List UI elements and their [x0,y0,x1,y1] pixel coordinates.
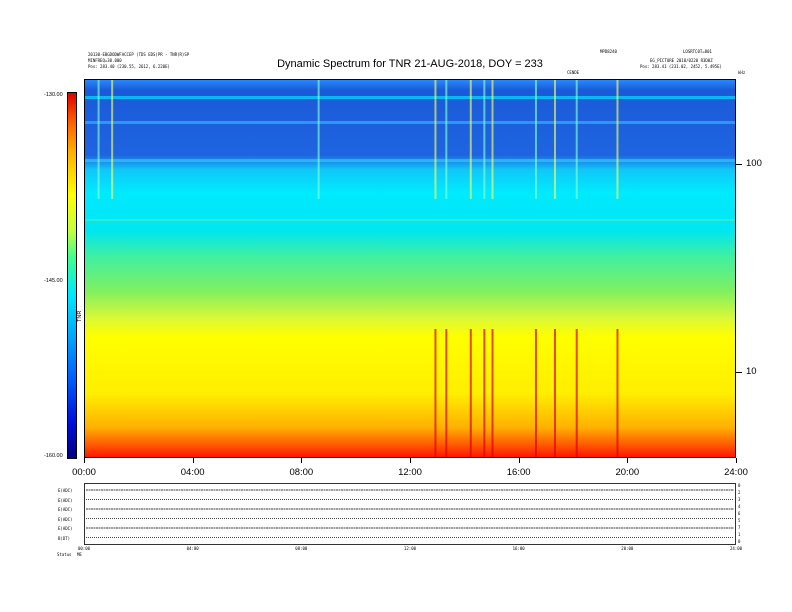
x-tick-mark [84,458,85,463]
lower-right-tick: 7 [738,525,741,530]
burst-streak-low [575,329,578,458]
lower-panel [84,483,736,545]
header-left-line3: Pos: 283.40 (230.55, 2612, 6.220E) [88,64,170,69]
burst-streak-low [483,329,486,458]
header-right-line2: EG_PICTURE 2018/0220 R3D0Z [650,58,713,63]
burst-streak-low [445,329,448,458]
lower-row-label: E(ADC) [58,488,73,493]
lower-right-tick: 1 [738,532,741,537]
burst-streak [97,79,100,199]
lower-right-tick: 3 [738,497,741,502]
header-right-code: MPD8240 [600,49,617,54]
colorbar-tick-mid: -145.00 [44,278,63,284]
lower-row-label: E(ADC) [58,497,73,503]
burst-streak [317,79,320,199]
lower-right-tick: 5 [738,518,741,523]
x-tick-mark [736,458,737,463]
burst-streak [434,79,437,199]
burst-streak-low [616,329,619,458]
lower-x-tick-label: 20:00 [621,546,634,551]
y-tick-mark-100 [736,164,742,165]
header-center-label: CENDE [567,70,580,75]
lower-x-tick-label: 00:00 [77,546,91,551]
spectrum-background [84,79,736,458]
lower-right-tick: 0 [738,539,741,544]
x-tick-mark [518,458,520,463]
footer-value: ME [77,552,82,557]
burst-streak-low [434,329,437,458]
burst-streak-low [491,329,494,458]
colorbar-tick-bottom: -160.00 [44,453,63,459]
y-tick-100: 100 [746,158,762,169]
x-tick-mark [192,458,194,463]
burst-streak-low [553,329,556,458]
lower-x-tick-label: 04:00 [186,546,199,551]
burst-streak-low [534,329,537,458]
chart-title: Dynamic Spectrum for TNR 21-AUG-2018, DO… [277,58,543,70]
header-left-line2: MINFREQ=30.000 [88,58,122,63]
x-tick-label: 16:00 [506,467,531,478]
lower-row-label: E(ADC) [58,526,73,531]
x-tick-label: 08:00 [289,467,314,478]
lower-row-label: B(DT) [58,535,71,541]
spectrogram-plot [84,79,736,458]
burst-streak [111,79,114,199]
header-left-line1: 20130-EBGDODWFACCEP (TDS EDS)PR - TNR(R)… [88,52,190,57]
lower-row-label: E(ADC) [58,516,73,522]
burst-streak [491,79,494,199]
lower-x-tick-label: 24:00 [729,546,743,551]
x-tick-label: 20:00 [615,467,640,478]
freq-unit-label: kHz [738,70,746,75]
header-right-top: LOSRTC0T=801 [683,49,712,54]
burst-streak [616,79,619,199]
lower-right-tick: 4 [738,504,741,509]
header-right-line3: Pos: 283.41 (231.02, 2452, 5.495E) [640,64,722,69]
lower-right-tick: 6 [738,511,741,516]
plot-frame [84,79,736,458]
x-tick-mark [410,458,411,463]
lower-right-tick: 0 [738,483,741,488]
lower-x-tick-label: 08:00 [295,546,308,551]
y-tick-10: 10 [746,366,757,377]
colorbar [67,92,77,459]
burst-streak [469,79,472,199]
colorbar-label: TNR [77,310,83,322]
footer-label: Status [57,552,72,557]
x-tick-mark [301,458,303,463]
burst-streak-low [469,329,472,458]
colorbar-tick-top: -130.00 [44,92,63,98]
burst-streak [445,79,448,199]
burst-streak [483,79,486,199]
y-tick-mark-10 [736,372,742,373]
lower-right-tick: 2 [738,490,741,495]
burst-group [97,79,619,458]
x-tick-mark [627,458,629,463]
lower-x-tick-label: 16:00 [512,546,525,551]
burst-streak [553,79,556,199]
x-tick-label: 04:00 [180,467,205,478]
x-tick-label: 24:00 [724,467,748,478]
burst-streak [534,79,537,199]
lower-x-tick-label: 12:00 [403,546,417,551]
burst-streak [575,79,578,199]
x-tick-label: 12:00 [398,467,422,478]
x-tick-label: 00:00 [72,467,96,478]
lower-row-label: E(ADC) [58,507,73,512]
